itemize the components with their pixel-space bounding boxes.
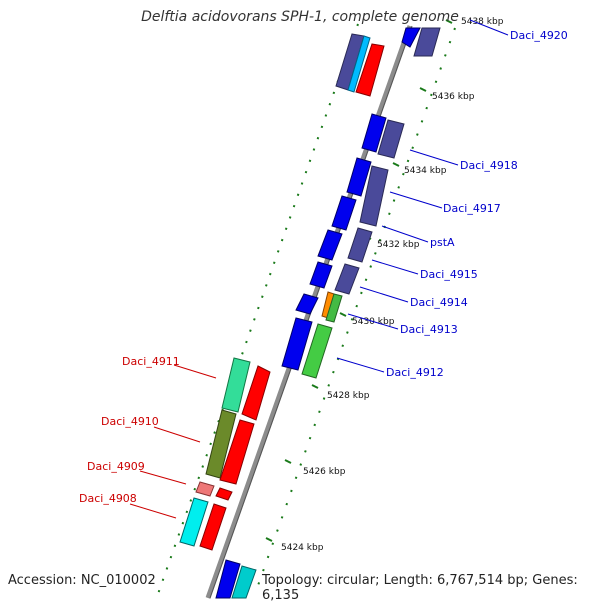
label-daci-4914[interactable]: Daci_4914 <box>410 296 468 309</box>
gene-daci-4918b[interactable] <box>377 119 405 159</box>
gene-daci-4915[interactable] <box>317 229 343 261</box>
gene-bottom-fwd[interactable] <box>215 559 241 599</box>
gene-rev-top-b[interactable] <box>347 35 371 93</box>
tick-label-5424: 5424 kbp <box>281 543 324 553</box>
label-daci-4913[interactable]: Daci_4913 <box>400 323 458 336</box>
gene-daci-4910b[interactable] <box>219 419 255 485</box>
label-daci-4918[interactable]: Daci_4918 <box>460 159 518 172</box>
forward-label-connectors <box>336 19 509 373</box>
gene-daci-4915b[interactable] <box>334 263 360 295</box>
label-daci-4920[interactable]: Daci_4920 <box>510 29 568 42</box>
gene-daci-4912c[interactable] <box>301 323 333 379</box>
topology-text: Topology: circular; Length: 6,767,514 bp… <box>262 573 578 603</box>
label-daci-4910[interactable]: Daci_4910 <box>101 415 159 428</box>
gene-daci-4908b[interactable] <box>199 503 227 551</box>
gene-daci-4908[interactable] <box>179 497 209 547</box>
label-psta[interactable]: pstA <box>430 236 455 249</box>
gene-daci-4911b[interactable] <box>241 365 271 421</box>
accession-text: Accession: NC_010002 <box>8 573 156 588</box>
inner-dotted-guide <box>254 27 456 595</box>
gene-daci-4920b[interactable] <box>413 27 441 57</box>
gene-daci-4913[interactable] <box>325 293 343 323</box>
gene-daci-4912[interactable] <box>295 293 319 315</box>
tick-label-5432: 5432 kbp <box>377 240 420 250</box>
gene-daci-4917[interactable] <box>346 157 372 197</box>
label-daci-4909[interactable]: Daci_4909 <box>87 460 145 473</box>
map-title: Delftia acidovorans SPH-1, complete geno… <box>141 9 459 25</box>
gene-daci-4911[interactable] <box>221 357 251 413</box>
gene-daci-4910[interactable] <box>205 409 237 479</box>
gene-bottom-fwd-b[interactable] <box>231 565 257 599</box>
label-daci-4912[interactable]: Daci_4912 <box>386 366 444 379</box>
reverse-strand-genes <box>179 33 385 551</box>
label-daci-4908[interactable]: Daci_4908 <box>79 492 137 505</box>
gene-rev-top-c[interactable] <box>355 43 385 97</box>
tick-label-5438: 5438 kbp <box>461 17 504 27</box>
gene-daci-4920[interactable] <box>401 27 421 48</box>
gene-daci-4909b[interactable] <box>215 487 233 501</box>
gene-daci-4912b[interactable] <box>281 317 313 371</box>
gene-daci-4917b[interactable] <box>359 165 389 227</box>
gene-daci-4918[interactable] <box>361 113 387 153</box>
gene-daci-4909[interactable] <box>195 481 215 497</box>
tick-label-5436: 5436 kbp <box>432 92 475 102</box>
forward-gene-labels: Daci_4920 Daci_4918 Daci_4917 pstA Daci_… <box>386 29 568 379</box>
gene-psta-b[interactable] <box>347 227 373 263</box>
gene-psta[interactable] <box>331 195 357 231</box>
gene-daci-4914[interactable] <box>309 261 333 289</box>
tick-label-5428: 5428 kbp <box>327 391 370 401</box>
forward-strand-genes <box>215 27 441 599</box>
tick-label-5434: 5434 kbp <box>404 166 447 176</box>
label-daci-4915[interactable]: Daci_4915 <box>420 268 478 281</box>
tick-label-5426: 5426 kbp <box>303 467 346 477</box>
reverse-gene-labels: Daci_4911 Daci_4910 Daci_4909 Daci_4908 <box>79 355 180 505</box>
label-daci-4917[interactable]: Daci_4917 <box>443 202 501 215</box>
label-daci-4911[interactable]: Daci_4911 <box>122 355 180 368</box>
reverse-label-connectors <box>129 364 217 519</box>
